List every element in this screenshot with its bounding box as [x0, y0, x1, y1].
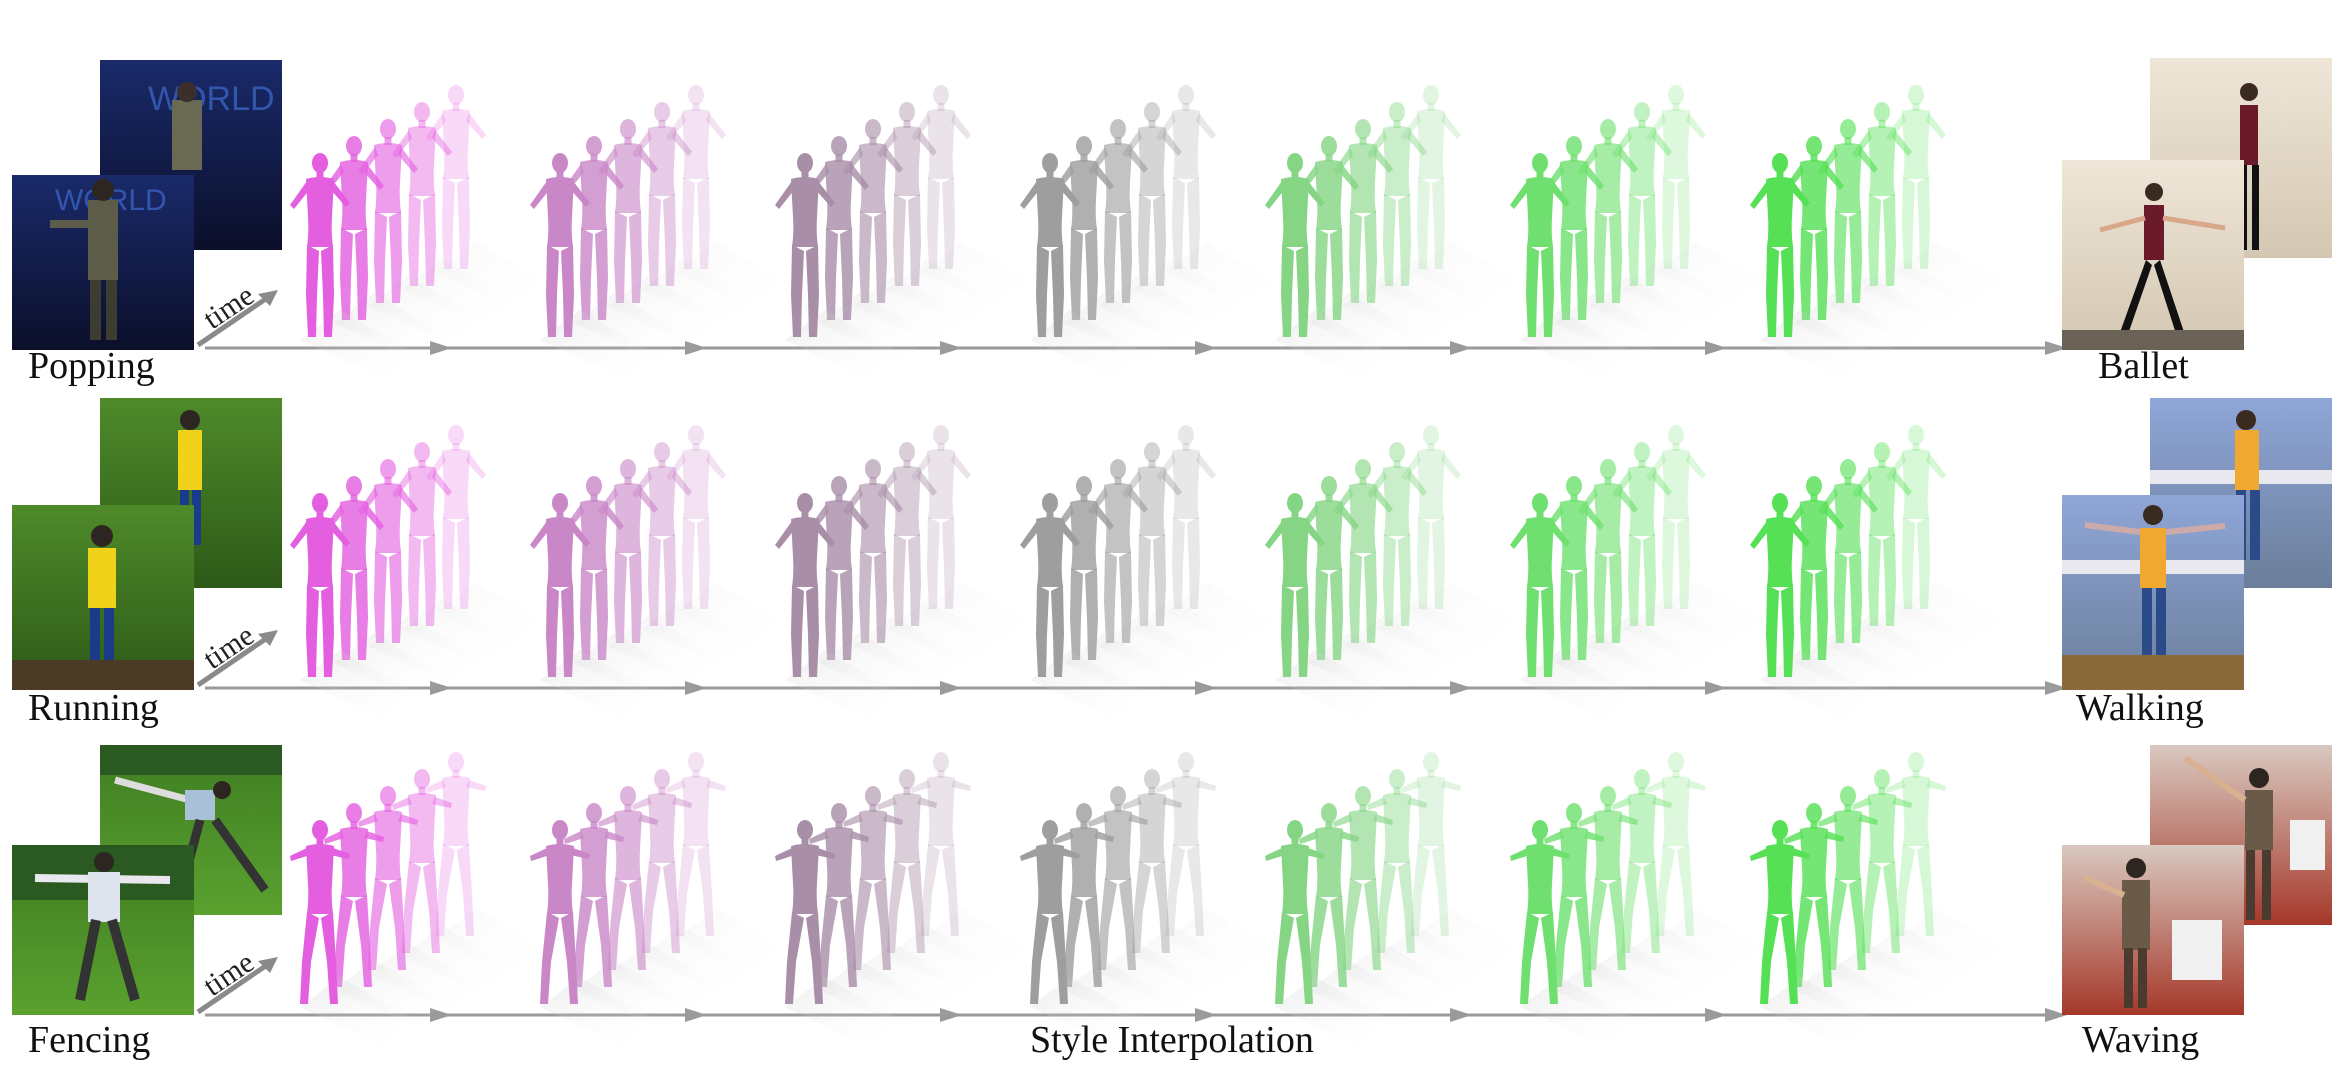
- target-photo-waving: [2062, 745, 2332, 1015]
- figure-shadow: [540, 977, 650, 1047]
- interpolation-step: [290, 85, 546, 380]
- figure-shadow: [1862, 926, 1972, 996]
- source-photo-fencing: [12, 745, 282, 1015]
- figure-shadow: [676, 909, 786, 979]
- interpolation-groups: [290, 752, 2006, 1047]
- interpolation-step: [1750, 752, 2006, 1047]
- time-arrow: time: [196, 946, 278, 1015]
- row-running-walking: time Running: [12, 398, 2332, 729]
- target-label: Waving: [2082, 1019, 2199, 1061]
- figure-shadow: [785, 977, 895, 1047]
- interpolation-step: [1265, 425, 1521, 720]
- figure-shadow: [608, 943, 718, 1013]
- figure-shadow: [1309, 960, 1419, 1030]
- interpolation-step: [1265, 752, 1521, 1047]
- interpolation-step: [1020, 85, 1276, 380]
- row-popping-ballet: WORLD WORLD time Popping: [12, 58, 2332, 387]
- interpolation-step: [1750, 85, 2006, 380]
- figure-shadow: [402, 926, 512, 996]
- caption: Style Interpolation: [1030, 1019, 1314, 1061]
- svg-text:WORLD: WORLD: [148, 80, 275, 118]
- interpolation-step: [530, 752, 786, 1047]
- interpolation-step: [775, 85, 1031, 380]
- figure-shadow: [1098, 943, 1208, 1013]
- figure-shadow: [1896, 909, 2006, 979]
- figure-shadow: [1343, 943, 1453, 1013]
- figure-shadow: [1275, 977, 1385, 1047]
- time-arrow: time: [196, 279, 278, 348]
- figure-shadow: [642, 926, 752, 996]
- figure-shadow: [1760, 977, 1870, 1047]
- interpolation-step: [290, 425, 546, 720]
- interpolation-step: [1020, 752, 1276, 1047]
- figure-shadow: [887, 926, 997, 996]
- figure-shadow: [1166, 909, 1276, 979]
- target-label: Ballet: [2098, 345, 2189, 387]
- time-label: time: [197, 946, 260, 1003]
- time-label: time: [197, 619, 260, 676]
- figure-shadow: [334, 960, 444, 1030]
- source-label: Running: [28, 687, 159, 729]
- figure-shadow: [921, 909, 1031, 979]
- interpolation-step: [290, 752, 546, 1047]
- figure-shadow: [1794, 960, 1904, 1030]
- interpolation-groups: [290, 85, 2006, 380]
- interpolation-step: [1510, 752, 1766, 1047]
- figure-shadow: [1030, 977, 1140, 1047]
- interpolation-step: [1510, 425, 1766, 720]
- figure-shadow: [1588, 943, 1698, 1013]
- figure-shadow: [1554, 960, 1664, 1030]
- target-photo-ballet: [2062, 58, 2332, 350]
- figure-shadow: [436, 909, 546, 979]
- interpolation-step: [1020, 425, 1276, 720]
- figure-shadow: [1132, 926, 1242, 996]
- interpolation-step: [1750, 425, 2006, 720]
- interpolation-step: [530, 85, 786, 380]
- figure-shadow: [574, 960, 684, 1030]
- figure-shadow: [368, 943, 478, 1013]
- time-arrow: time: [196, 619, 278, 688]
- interpolation-step: [775, 752, 1031, 1047]
- interpolation-step: [1265, 85, 1521, 380]
- figure-shadow: [1656, 909, 1766, 979]
- figure-shadow: [1377, 926, 1487, 996]
- source-photo-popping: WORLD WORLD: [12, 60, 282, 350]
- time-label: time: [197, 279, 260, 336]
- figure-shadow: [1520, 977, 1630, 1047]
- source-photo-running: [12, 398, 282, 690]
- interpolation-step: [530, 425, 786, 720]
- figure-shadow: [1828, 943, 1938, 1013]
- interpolation-step: [775, 425, 1031, 720]
- figure-shadow: [1411, 909, 1521, 979]
- figure-shadow: [853, 943, 963, 1013]
- source-label: Fencing: [28, 1019, 150, 1061]
- source-label: Popping: [28, 345, 155, 387]
- interpolation-groups: [290, 425, 2006, 720]
- figure-shadow: [819, 960, 929, 1030]
- figure-shadow: [1622, 926, 1732, 996]
- figure-shadow: [300, 977, 410, 1047]
- interpolation-step: [1510, 85, 1766, 380]
- target-photo-walking: [2062, 398, 2332, 690]
- figure-shadow: [1064, 960, 1174, 1030]
- row-fencing-waving: time Fencing: [12, 745, 2332, 1061]
- target-label: Walking: [2076, 687, 2204, 729]
